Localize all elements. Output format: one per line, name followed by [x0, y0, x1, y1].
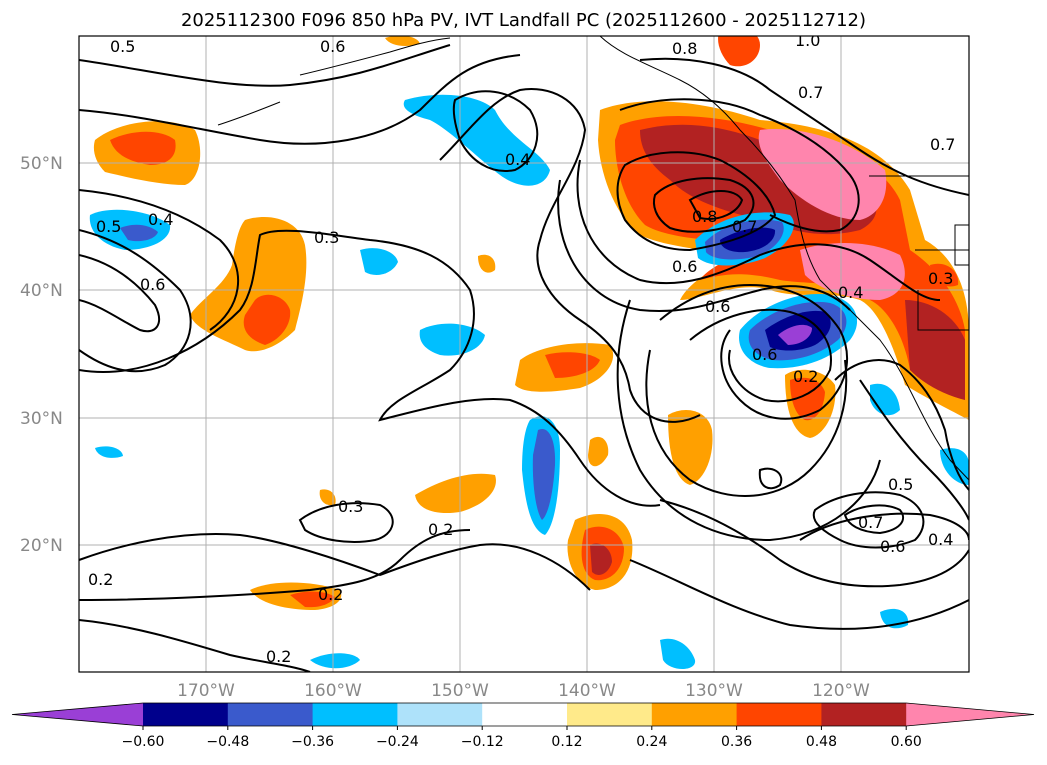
colorbar-tick-label: 0.36 — [721, 734, 752, 750]
contour-label: 0.6 — [320, 37, 345, 56]
contour-label: 0.5 — [96, 217, 121, 236]
colorbar-tick-label: −0.24 — [376, 734, 419, 750]
contour-label: 0.2 — [428, 520, 453, 539]
contour-label: 1.0 — [795, 31, 820, 50]
contour-label: 0.6 — [705, 297, 730, 316]
contour-label: 0.7 — [858, 513, 883, 532]
colorbar-tick-label: 0.12 — [551, 734, 582, 750]
plot-area: 0.5 0.6 0.8 1.0 0.7 0.7 0.4 0.5 0.4 0.3 … — [79, 31, 969, 672]
graticule — [79, 36, 969, 672]
contour-label: 0.3 — [338, 497, 363, 516]
lon-label-140w: 140°W — [558, 681, 616, 701]
colorbar: −0.60 −0.48 −0.36 −0.24 −0.12 0.12 0.24 0.36 0.4… — [11, 702, 1035, 750]
ivt-contours — [79, 44, 969, 672]
lon-label-120w: 120°W — [812, 681, 870, 701]
colorbar-tick-label: −0.12 — [461, 734, 504, 750]
contour-label: 0.2 — [88, 570, 113, 589]
contour-label: 0.7 — [732, 217, 757, 236]
map-frame — [78, 35, 970, 673]
lon-label-160w: 160°W — [304, 681, 362, 701]
contour-label: 0.2 — [318, 585, 343, 604]
colorbar-bin — [821, 703, 907, 726]
colorbar-tick-label: 0.24 — [636, 734, 667, 750]
colorbar-bin — [567, 703, 653, 726]
colorbar-tick-label: −0.48 — [206, 734, 249, 750]
colorbar-tick-label: −0.60 — [122, 734, 165, 750]
map-title: 2025112300 F096 850 hPa PV, IVT Landfall… — [180, 10, 867, 31]
contour-label: 0.4 — [148, 210, 173, 229]
colorbar-tick-label: 0.48 — [806, 734, 837, 750]
lon-label-170w: 170°W — [177, 681, 235, 701]
contour-label: 0.2 — [793, 367, 818, 386]
lon-label-150w: 150°W — [431, 681, 489, 701]
contour-label: 0.4 — [505, 150, 530, 169]
colorbar-tick-label: 0.60 — [891, 734, 922, 750]
contour-label: 0.4 — [838, 283, 863, 302]
contour-label: 0.6 — [672, 257, 697, 276]
contour-label: 0.7 — [930, 135, 955, 154]
lon-label-130w: 130°W — [685, 681, 743, 701]
contour-label: 0.5 — [110, 37, 135, 56]
colorbar-bin — [143, 703, 229, 726]
colorbar-extend-max — [906, 703, 1034, 726]
contour-label: 0.7 — [798, 83, 823, 102]
colorbar-tick-label: −0.36 — [291, 734, 334, 750]
colorbar-bin — [736, 703, 822, 726]
colorbar-bin — [482, 703, 568, 726]
colorbar-bin — [312, 703, 398, 726]
contour-label: 0.8 — [672, 39, 697, 58]
longitude-labels: 170°W 160°W 150°W 140°W 130°W 120°W — [177, 681, 870, 701]
colorbar-bin — [651, 703, 738, 726]
contour-label: 0.2 — [266, 647, 291, 666]
coastlines — [217, 36, 969, 481]
contour-label: 0.8 — [692, 207, 717, 226]
contour-label: 0.3 — [928, 269, 953, 288]
latitude-labels: 50°N 40°N 30°N 20°N — [20, 154, 63, 556]
contour-label: 0.6 — [752, 345, 777, 364]
contour-labels: 0.5 0.6 0.8 1.0 0.7 0.7 0.4 0.5 0.4 0.3 … — [88, 31, 955, 666]
colorbar-bin — [397, 703, 483, 726]
contour-label: 0.6 — [140, 275, 165, 294]
contour-label: 0.3 — [314, 228, 339, 247]
lat-label-40n: 40°N — [20, 281, 63, 301]
colorbar-extend-min — [12, 703, 143, 726]
lat-label-20n: 20°N — [20, 536, 63, 556]
contour-label: 0.6 — [880, 537, 905, 556]
lat-label-30n: 30°N — [20, 409, 63, 429]
contour-label: 0.4 — [928, 530, 953, 549]
lat-label-50n: 50°N — [20, 154, 63, 174]
colorbar-bin — [227, 703, 314, 726]
contour-label: 0.5 — [888, 475, 913, 494]
